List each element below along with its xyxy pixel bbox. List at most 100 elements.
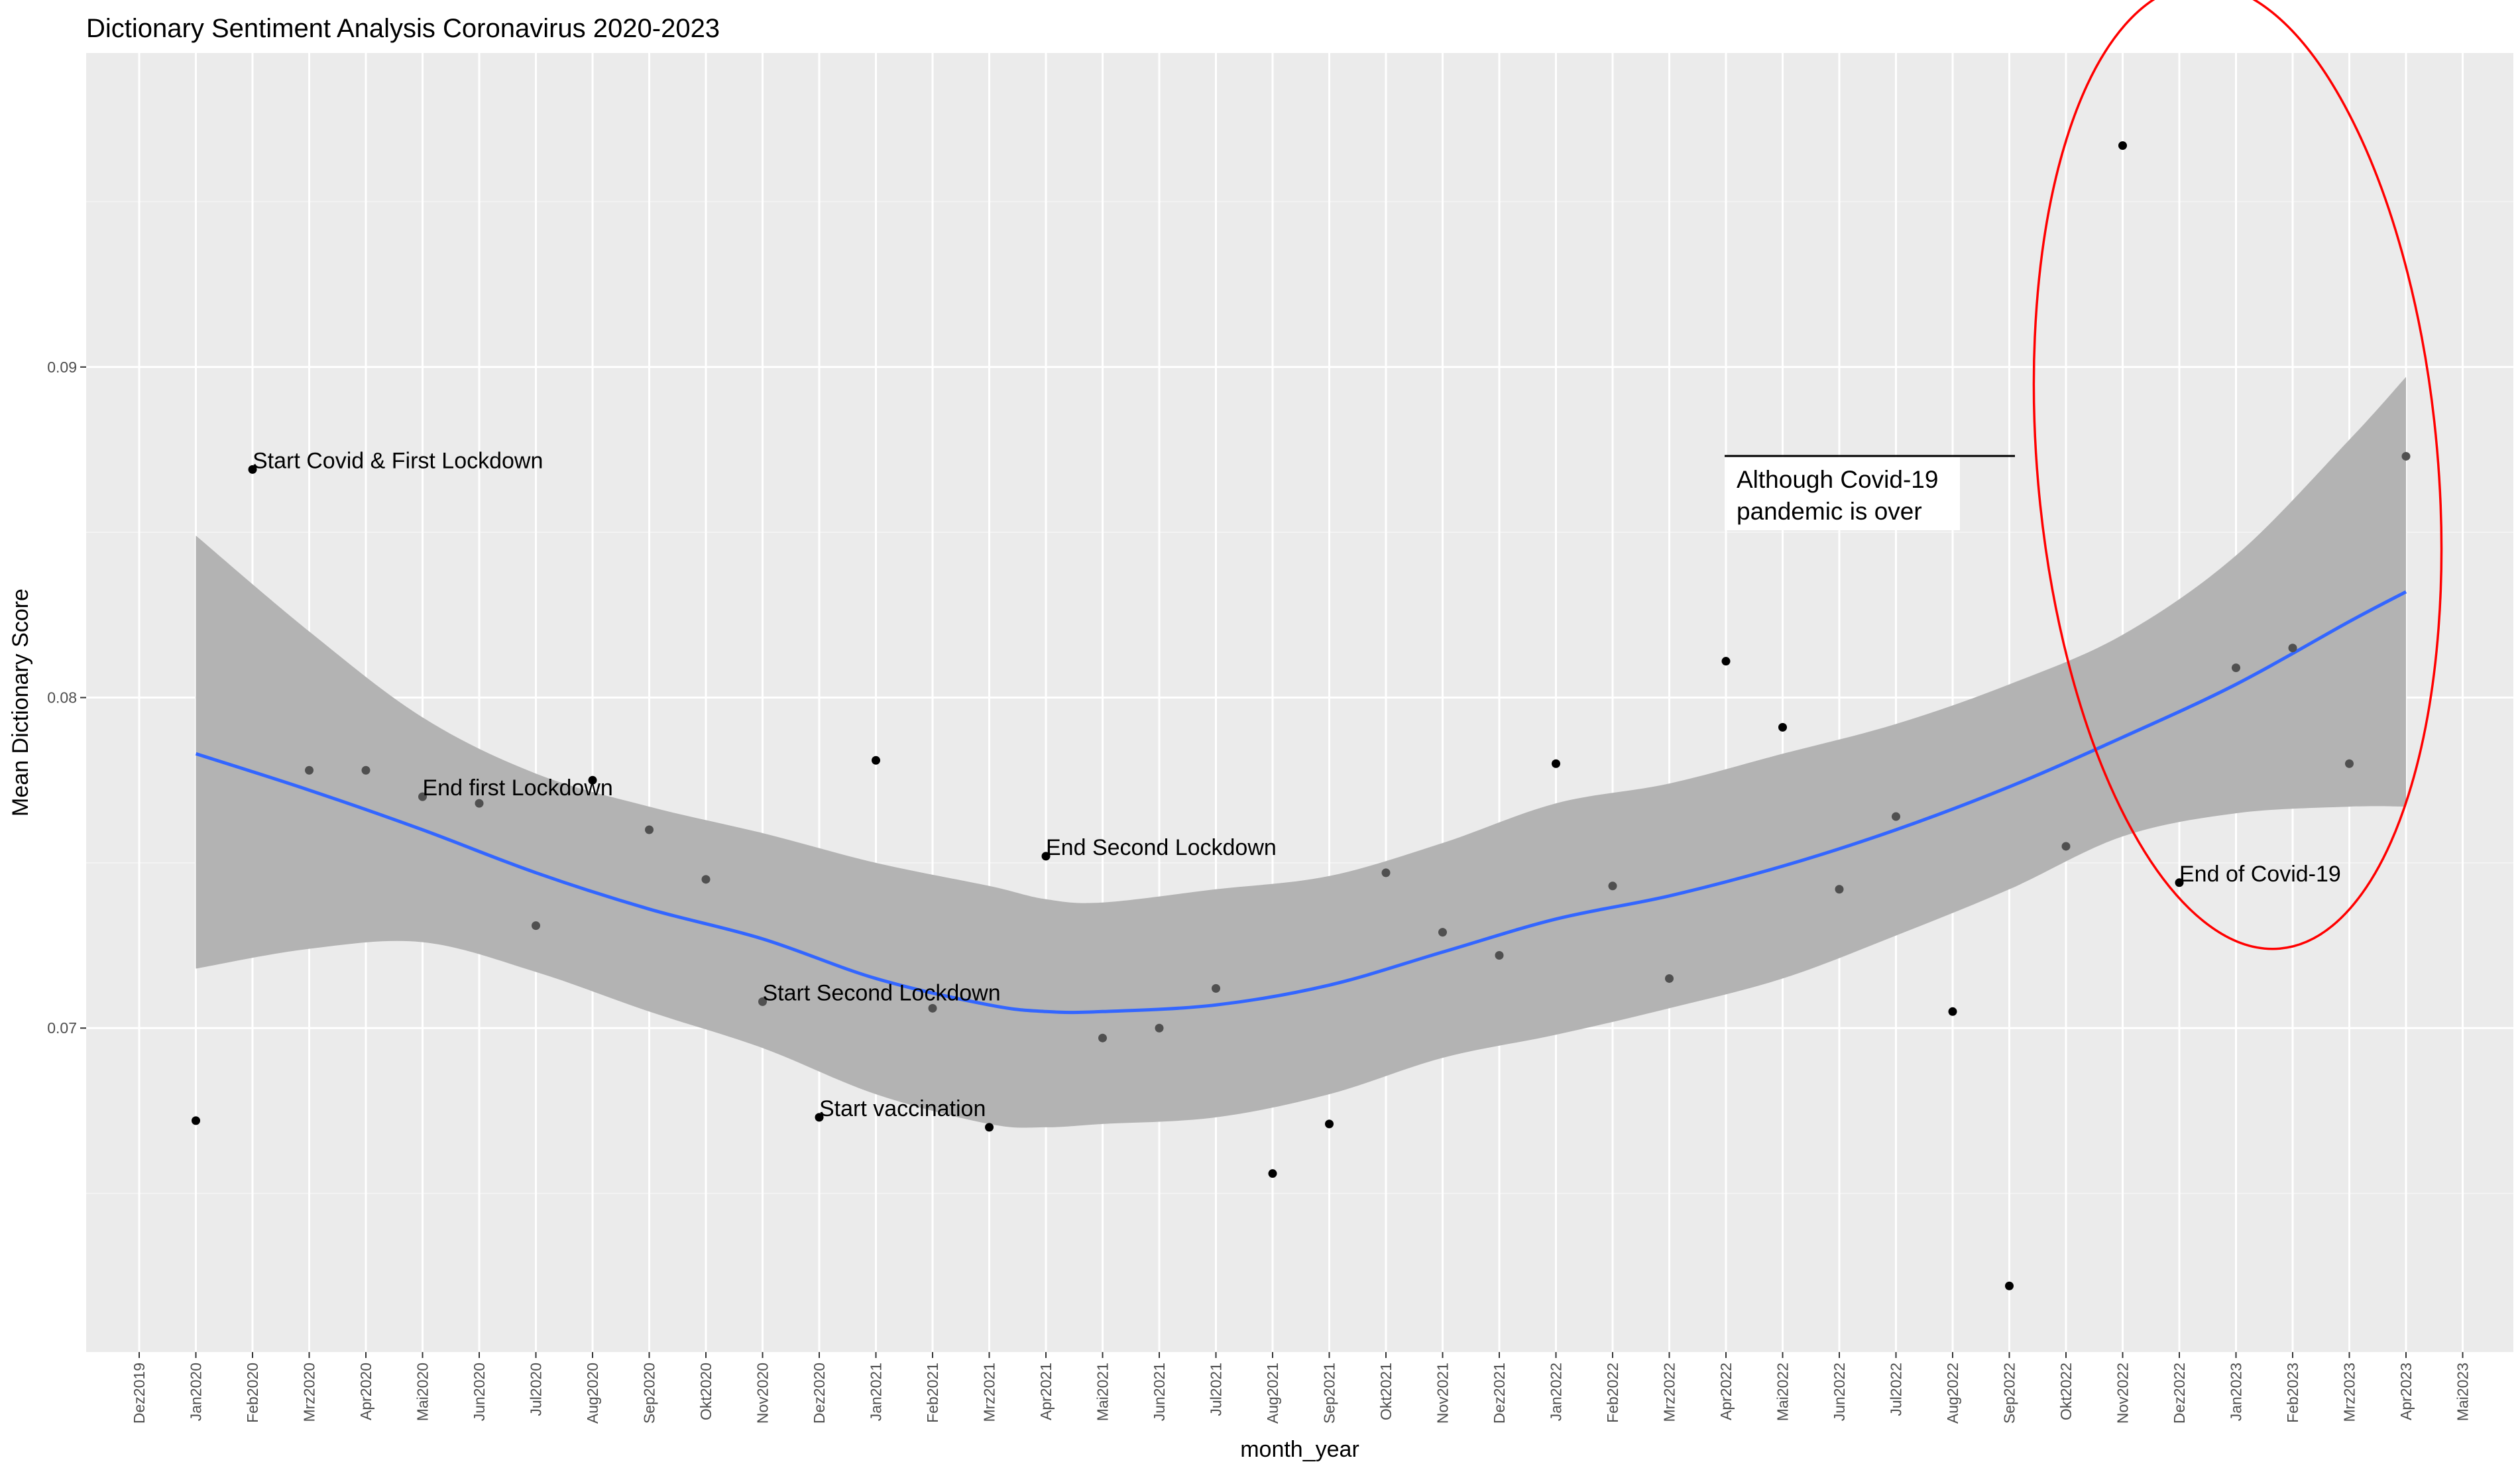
y-tick-label: 0.09 bbox=[47, 359, 77, 376]
data-point bbox=[1041, 852, 1051, 861]
data-point bbox=[2345, 759, 2354, 768]
x-tick-label: Sep2022 bbox=[2001, 1363, 2018, 1424]
data-point bbox=[645, 825, 654, 834]
data-point bbox=[248, 465, 257, 474]
x-tick-label: Okt2021 bbox=[1377, 1363, 1395, 1420]
x-tick-label: Mai2021 bbox=[1094, 1363, 1112, 1421]
x-tick-label: Jul2020 bbox=[528, 1363, 545, 1416]
data-point bbox=[1835, 885, 1844, 894]
data-point bbox=[872, 756, 880, 765]
note-background bbox=[1725, 457, 1960, 530]
data-point bbox=[1098, 1033, 1107, 1043]
data-point bbox=[701, 875, 711, 884]
data-point bbox=[815, 1113, 824, 1122]
y-tick-label: 0.07 bbox=[47, 1019, 77, 1037]
confidence-band-layer bbox=[196, 376, 2406, 1128]
x-tick-label: Nov2021 bbox=[1434, 1363, 1452, 1424]
annotations-layer: Start Covid & First Lockdown End first Lo… bbox=[253, 448, 2341, 1121]
x-tick-label: Nov2020 bbox=[754, 1363, 772, 1424]
data-point bbox=[1495, 951, 1504, 960]
x-axis-title: month_year bbox=[1240, 1437, 1359, 1462]
data-point bbox=[1552, 759, 1560, 768]
x-tick-label: Dez2019 bbox=[131, 1363, 148, 1424]
data-point bbox=[2118, 141, 2127, 150]
x-tick-label: Jul2021 bbox=[1208, 1363, 1225, 1416]
x-tick-label: Feb2022 bbox=[1604, 1363, 1621, 1423]
x-tick-label: Jan2020 bbox=[188, 1363, 205, 1421]
data-point bbox=[305, 765, 314, 775]
annotation-label: Start Covid & First Lockdown bbox=[253, 448, 543, 473]
annotation-label: End first Lockdown bbox=[423, 775, 613, 801]
y-axis-title: Mean Dictionary Score bbox=[8, 589, 33, 817]
annotation-label: End Second Lockdown bbox=[1046, 835, 1277, 860]
x-tick-label: Apr2020 bbox=[357, 1363, 374, 1420]
data-point bbox=[1155, 1023, 1164, 1033]
x-tick-label: Feb2021 bbox=[924, 1363, 941, 1423]
data-point bbox=[2061, 842, 2071, 851]
x-tick-label: Apr2023 bbox=[2397, 1363, 2415, 1420]
points-layer bbox=[192, 141, 2411, 1290]
x-tick-label: Okt2022 bbox=[2057, 1363, 2075, 1420]
data-point bbox=[1381, 868, 1391, 877]
x-tick-label: Sep2021 bbox=[1321, 1363, 1338, 1424]
x-tick-label: Mai2022 bbox=[1774, 1363, 1792, 1421]
x-tick-label: Feb2023 bbox=[2284, 1363, 2301, 1423]
x-tick-label: Sep2020 bbox=[641, 1363, 658, 1424]
x-tick-label: Jun2020 bbox=[471, 1363, 488, 1421]
x-tick-label: Aug2021 bbox=[1264, 1363, 1281, 1424]
data-point bbox=[1892, 812, 1900, 821]
data-point bbox=[1778, 722, 1787, 732]
data-point bbox=[928, 1003, 937, 1013]
x-tick-label: Jun2021 bbox=[1151, 1363, 1168, 1421]
data-point bbox=[2175, 878, 2184, 887]
data-point bbox=[2401, 451, 2411, 461]
data-point bbox=[2288, 644, 2297, 653]
data-point bbox=[361, 765, 371, 775]
data-point bbox=[475, 799, 484, 808]
x-tick-label: Feb2020 bbox=[244, 1363, 261, 1423]
y-axis: 0.07 0.08 0.09 bbox=[47, 359, 86, 1037]
data-point bbox=[588, 775, 597, 785]
x-tick-label: Mrz2020 bbox=[301, 1363, 318, 1422]
annotation-label: End of Covid-19 bbox=[2179, 862, 2341, 887]
x-tick-label: Dez2021 bbox=[1491, 1363, 1508, 1424]
confidence-band bbox=[196, 376, 2406, 1128]
data-point bbox=[1268, 1169, 1277, 1178]
smooth-line-layer bbox=[195, 590, 2407, 1015]
data-point bbox=[985, 1123, 994, 1132]
x-tick-label: Jun2022 bbox=[1831, 1363, 1848, 1421]
x-axis: Dez2019 Jan2020 Feb2020 Mrz2020 Apr2020 Mai20… bbox=[131, 1352, 2472, 1424]
x-tick-label: Mrz2023 bbox=[2341, 1363, 2358, 1422]
x-tick-label: Jan2021 bbox=[868, 1363, 885, 1421]
data-point bbox=[1721, 657, 1731, 666]
x-tick-label: Okt2020 bbox=[697, 1363, 715, 1420]
data-point bbox=[418, 792, 427, 801]
annotation-label: Start vaccination bbox=[819, 1096, 986, 1121]
data-point bbox=[1212, 984, 1220, 993]
data-point bbox=[1438, 928, 1447, 937]
note-line-2: pandemic is over bbox=[1737, 498, 1922, 525]
x-tick-label: Dez2022 bbox=[2171, 1363, 2188, 1424]
smooth-line bbox=[195, 590, 2407, 1015]
data-point bbox=[2232, 663, 2240, 673]
x-tick-label: Apr2022 bbox=[1717, 1363, 1735, 1420]
annotation-label: Start Second Lockdown bbox=[763, 980, 1001, 1005]
note-line-1: Although Covid-19 bbox=[1737, 466, 1938, 493]
data-point bbox=[1665, 974, 1674, 983]
data-point bbox=[1325, 1119, 1334, 1129]
x-tick-label: Dez2020 bbox=[811, 1363, 828, 1424]
data-point bbox=[2005, 1281, 2014, 1290]
y-tick-label: 0.08 bbox=[47, 689, 77, 707]
data-point bbox=[532, 921, 540, 931]
x-tick-label: Aug2020 bbox=[584, 1363, 601, 1424]
highlight-ellipse bbox=[2032, 0, 2443, 950]
x-tick-label: Mai2023 bbox=[2454, 1363, 2472, 1421]
x-tick-label: Jul2022 bbox=[1888, 1363, 1905, 1416]
x-tick-label: Nov2022 bbox=[2114, 1363, 2132, 1424]
data-point bbox=[758, 997, 767, 1006]
x-tick-label: Jan2023 bbox=[2228, 1363, 2245, 1421]
chart-title: Dictionary Sentiment Analysis Coronaviru… bbox=[86, 14, 720, 43]
x-tick-label: Aug2022 bbox=[1944, 1363, 1961, 1424]
data-point bbox=[192, 1116, 200, 1125]
